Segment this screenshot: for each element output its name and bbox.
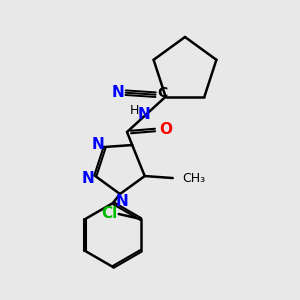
Text: H: H	[130, 104, 139, 117]
Text: N: N	[138, 107, 151, 122]
Text: CH₃: CH₃	[183, 172, 206, 184]
Text: N: N	[111, 85, 124, 100]
Text: Cl: Cl	[102, 206, 118, 220]
Text: O: O	[160, 122, 172, 137]
Text: C: C	[158, 86, 168, 100]
Text: N: N	[82, 170, 94, 185]
Text: N: N	[116, 194, 128, 208]
Text: N: N	[91, 137, 104, 152]
